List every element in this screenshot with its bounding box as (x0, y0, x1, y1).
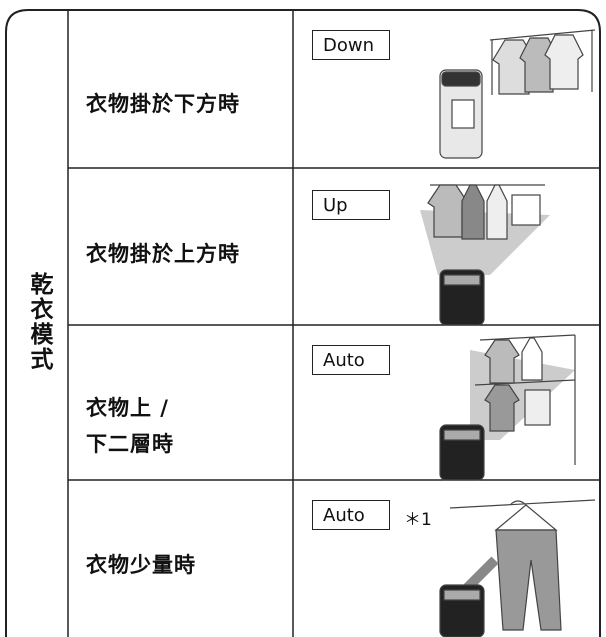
row-label: 衣物掛於下方時 (86, 92, 240, 116)
illustration-auto (439, 334, 576, 481)
mode-box: Down (312, 30, 390, 60)
illustration-small-load (439, 499, 596, 637)
mode-box: Up (312, 190, 390, 220)
footnote-mark: ＊1 (404, 510, 432, 530)
mode-heading: 乾衣模式 (26, 272, 52, 372)
row-label: 衣物上 / (86, 396, 169, 420)
mode-box: Auto (312, 500, 390, 530)
row-label: 衣物掛於上方時 (86, 242, 240, 266)
mode-box: Auto (312, 345, 390, 375)
illustration-down (439, 29, 596, 159)
row-label: 下二層時 (86, 432, 174, 456)
row-label: 衣物少量時 (86, 553, 196, 577)
illustration-up (420, 184, 550, 326)
